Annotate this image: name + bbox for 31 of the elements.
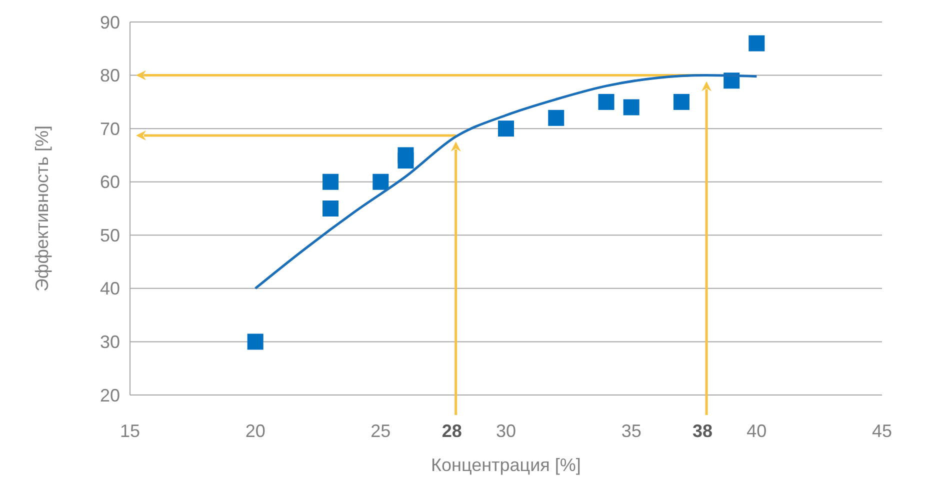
point (673, 94, 690, 110)
x-tick-label: 40 (746, 421, 767, 441)
x-axis-title: Концентрация [%] (431, 455, 581, 475)
x-tick-label: 20 (245, 421, 266, 441)
y-tick-label: 80 (100, 66, 120, 86)
point (548, 110, 564, 126)
line-series (254, 74, 758, 290)
x-tick-label: 30 (496, 421, 516, 441)
point (322, 174, 339, 190)
x-tick-label: 25 (370, 421, 391, 441)
ref-line-label: 28 (442, 421, 462, 441)
point (623, 99, 640, 116)
y-axis-title: Эффективность [%] (32, 125, 52, 292)
x-tick-label: 35 (621, 421, 642, 441)
point (598, 94, 614, 110)
ref-line-label: 38 (692, 421, 713, 441)
y-tick-label: 70 (100, 118, 120, 139)
y-tick-label: 30 (100, 332, 120, 352)
point (372, 174, 389, 190)
y-tick-label: 50 (100, 225, 120, 246)
point (398, 152, 414, 169)
y-tick-label: 20 (100, 385, 120, 406)
point (748, 35, 765, 52)
y-tick-label: 60 (100, 172, 120, 192)
point (247, 334, 264, 350)
x-tick-label: 45 (872, 421, 892, 441)
y-tick-label: 90 (100, 12, 120, 32)
point (322, 200, 339, 216)
y-tick-label: 40 (100, 278, 120, 299)
point (498, 120, 514, 137)
x-tick-label: 15 (120, 421, 140, 441)
